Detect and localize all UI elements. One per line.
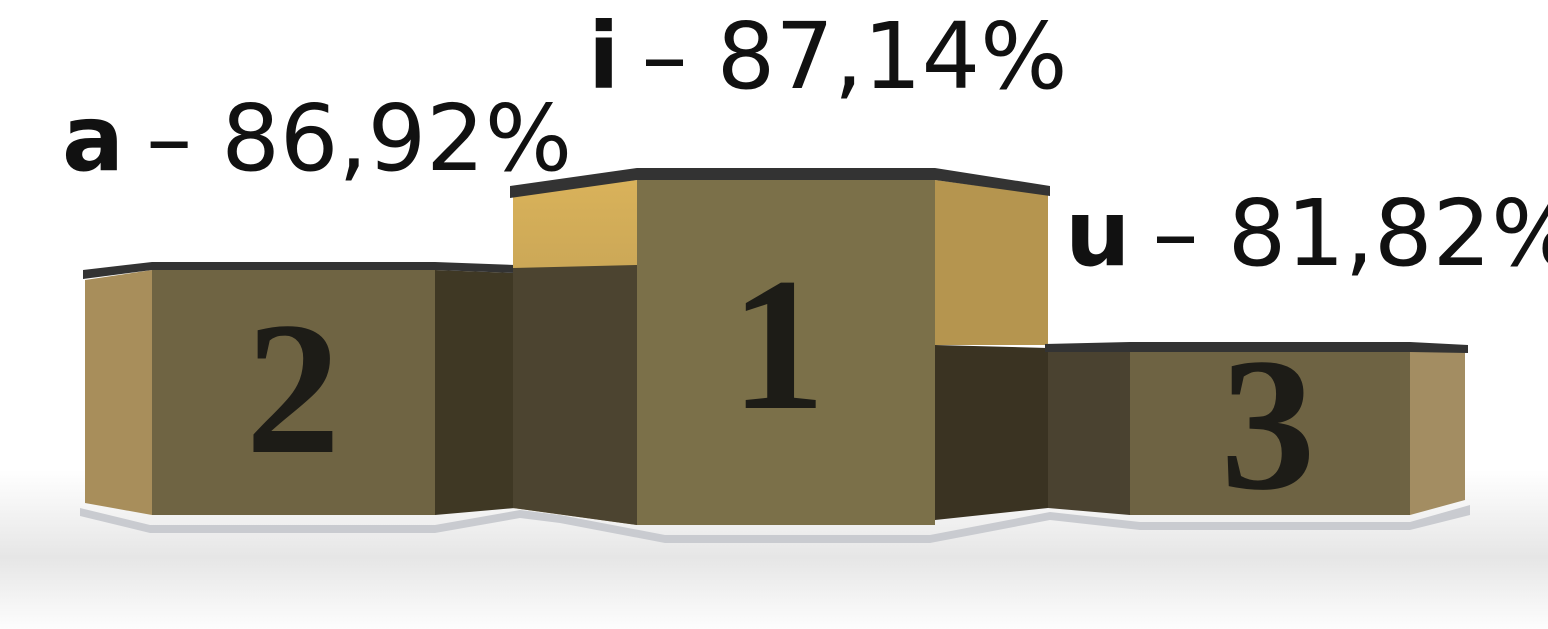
- score: – 81,82%: [1153, 180, 1548, 287]
- rank-number: 2: [246, 284, 341, 494]
- block-3-right: [1410, 352, 1465, 515]
- block-1-right: [935, 180, 1048, 345]
- score: – 87,14%: [642, 3, 1068, 110]
- score: – 86,92%: [146, 85, 572, 192]
- block-1-right-shade: [935, 345, 1048, 520]
- page: 2 1 3 a– 86,92% i– 87,14% u– 81,82% (() …: [0, 0, 1548, 629]
- vowel: u: [1065, 180, 1131, 287]
- block-3-left: [1048, 350, 1130, 515]
- rank-number: 1: [731, 240, 826, 450]
- block-2-right: [435, 270, 515, 515]
- block-1-left-shade: [513, 265, 637, 525]
- block-2-left: [85, 270, 152, 515]
- vowel: a: [62, 85, 124, 192]
- vowel: i: [588, 3, 620, 110]
- rank-number: 3: [1221, 320, 1316, 530]
- score-label: i– 87,14%: [588, 3, 1068, 110]
- podium-scene: 2 1 3 a– 86,92% i– 87,14% u– 81,82%: [0, 0, 1548, 629]
